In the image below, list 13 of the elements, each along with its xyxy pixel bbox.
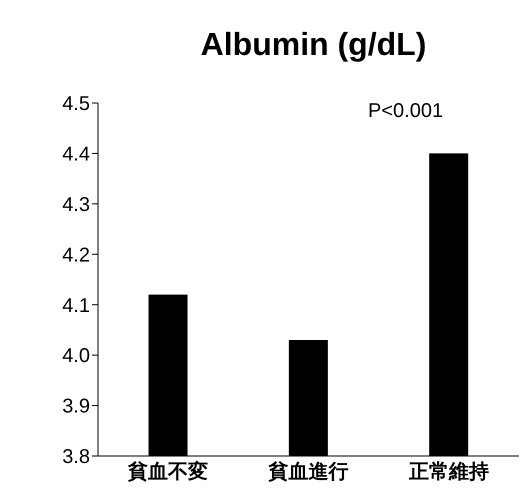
x-tick-label: 正常維持 <box>408 461 489 484</box>
y-tick-label: 4.4 <box>62 144 90 166</box>
y-tick-label: 4.1 <box>62 294 90 317</box>
y-tick-label: 3.9 <box>62 396 90 418</box>
y-tick-label: 4.2 <box>62 244 90 266</box>
y-tick-label: 4.3 <box>62 194 90 216</box>
annotation: P<0.001 <box>368 100 444 123</box>
chart-title: Albumin (g/dL) <box>200 26 428 63</box>
y-tick-label: 4.0 <box>62 345 90 368</box>
y-tick-label: 3.8 <box>62 446 90 468</box>
x-tick-label: 貧血進行 <box>268 460 348 484</box>
y-tick-label: 4.5 <box>62 93 90 116</box>
x-tick-label: 貧血不変 <box>127 460 208 484</box>
